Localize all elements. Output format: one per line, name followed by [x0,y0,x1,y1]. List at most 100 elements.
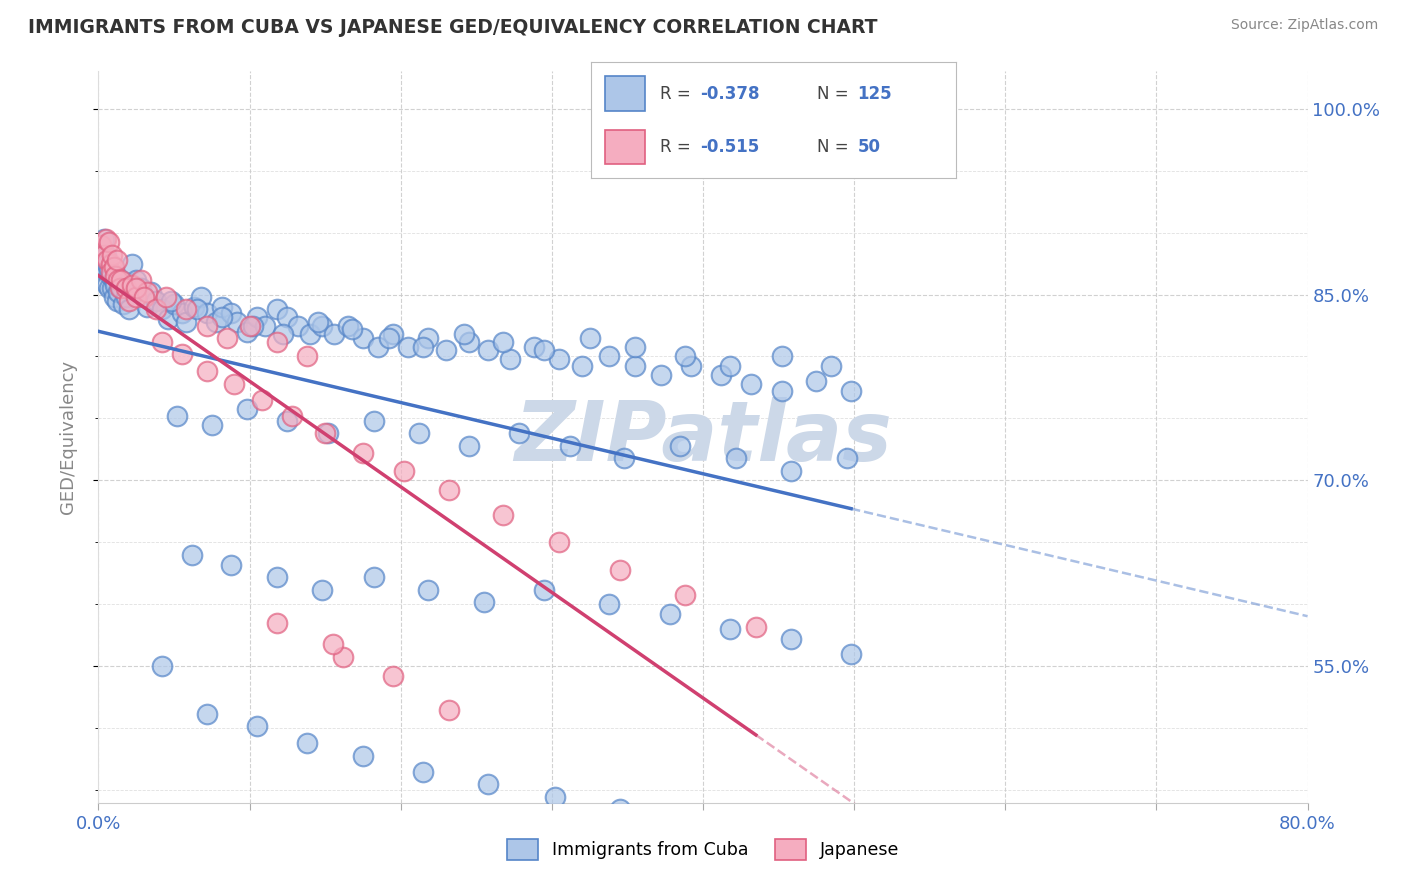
Text: N =: N = [817,138,853,156]
Point [93,248,115,262]
Point [295,350,318,364]
Point [311,318,333,333]
Text: N =: N = [817,85,853,103]
Point [669,439,692,453]
Point [472,595,495,609]
Point [498,351,520,366]
Point [104,268,127,283]
Point [253,318,276,333]
Point [314,426,336,441]
Point [609,802,631,816]
Point [111,297,134,311]
Point [673,588,696,602]
Point [609,563,631,577]
Point [211,310,233,324]
Point [118,302,141,317]
Point [363,414,385,428]
Point [571,359,593,374]
Point [779,464,801,478]
Point [110,281,132,295]
Point [183,300,205,314]
Point [673,350,696,364]
Point [98,262,121,277]
Point [125,290,148,304]
Point [457,334,479,349]
Point [725,451,748,466]
Point [96,252,118,267]
Point [276,310,298,324]
Point [105,293,128,308]
Text: IMMIGRANTS FROM CUBA VS JAPANESE GED/EQUIVALENCY CORRELATION CHART: IMMIGRANTS FROM CUBA VS JAPANESE GED/EQU… [28,18,877,37]
Point [770,350,793,364]
Point [103,290,125,304]
Point [125,281,148,295]
FancyBboxPatch shape [605,129,645,164]
Point [276,414,298,428]
Point [101,281,124,295]
Point [416,582,439,597]
Point [624,359,647,374]
Point [239,318,262,333]
Point [295,736,318,750]
Point [548,535,571,549]
Point [477,777,499,791]
Point [437,483,460,498]
Text: -0.515: -0.515 [700,138,759,156]
Text: R =: R = [659,138,696,156]
Point [103,272,125,286]
Point [533,343,555,358]
Point [211,300,233,314]
Point [658,607,681,622]
Text: -0.378: -0.378 [700,85,759,103]
Point [132,290,155,304]
Point [160,293,183,308]
Point [266,570,288,584]
Point [266,615,288,630]
Y-axis label: GED/Equivalency: GED/Equivalency [59,360,77,514]
Point [434,343,457,358]
Point [367,340,389,354]
Text: 50: 50 [858,138,880,156]
Point [121,256,143,270]
Point [311,582,333,597]
Point [316,426,339,441]
Point [103,260,125,275]
Point [96,277,118,292]
Point [98,235,121,250]
Point [770,384,793,399]
Point [523,340,546,354]
Point [307,315,329,329]
Point [613,451,636,466]
Point [141,285,163,299]
Point [114,281,136,295]
Point [98,281,121,295]
Point [235,401,257,416]
Point [820,359,842,374]
Point [412,764,434,779]
Point [352,331,374,345]
Point [396,340,419,354]
Point [195,306,218,320]
Point [342,322,364,336]
Text: 125: 125 [858,85,891,103]
Point [437,703,460,717]
Point [195,364,218,378]
Point [533,582,555,597]
Point [408,426,430,441]
Point [266,302,288,317]
Point [114,290,136,304]
Point [558,439,581,453]
Point [246,719,269,733]
Point [100,265,122,279]
Point [205,315,228,329]
Point [598,598,620,612]
Point [90,238,112,252]
Point [287,318,309,333]
Point [166,409,188,423]
Point [382,669,405,683]
Point [598,350,620,364]
Point [96,256,118,270]
Point [271,327,294,342]
Point [145,293,167,308]
Point [246,310,269,324]
